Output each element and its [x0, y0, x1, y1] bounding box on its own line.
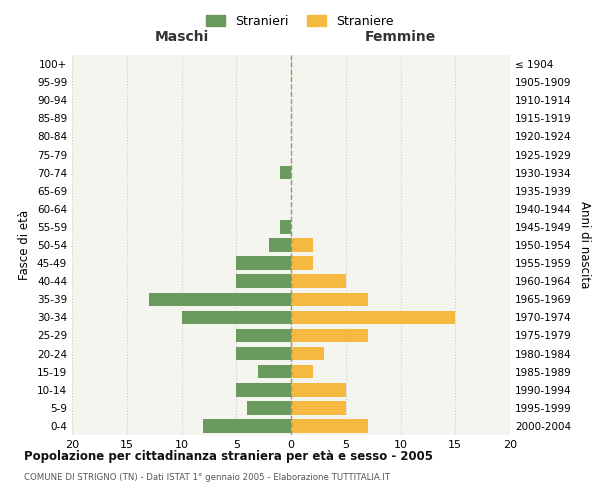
- Bar: [291, 238, 313, 252]
- Bar: [291, 328, 368, 342]
- Text: Maschi: Maschi: [154, 30, 209, 44]
- Y-axis label: Anni di nascita: Anni di nascita: [578, 202, 591, 288]
- Bar: [247, 401, 291, 414]
- Text: COMUNE DI STRIGNO (TN) - Dati ISTAT 1° gennaio 2005 - Elaborazione TUTTITALIA.IT: COMUNE DI STRIGNO (TN) - Dati ISTAT 1° g…: [24, 472, 390, 482]
- Bar: [203, 419, 291, 432]
- Bar: [280, 220, 291, 234]
- Bar: [291, 292, 368, 306]
- Bar: [236, 383, 291, 396]
- Bar: [291, 401, 346, 414]
- Bar: [236, 347, 291, 360]
- Text: Popolazione per cittadinanza straniera per età e sesso - 2005: Popolazione per cittadinanza straniera p…: [24, 450, 433, 463]
- Bar: [291, 419, 368, 432]
- Bar: [258, 365, 291, 378]
- Bar: [291, 310, 455, 324]
- Bar: [236, 256, 291, 270]
- Bar: [291, 365, 313, 378]
- Bar: [149, 292, 291, 306]
- Bar: [269, 238, 291, 252]
- Bar: [236, 274, 291, 288]
- Legend: Stranieri, Straniere: Stranieri, Straniere: [200, 8, 400, 34]
- Bar: [181, 310, 291, 324]
- Bar: [291, 347, 324, 360]
- Bar: [280, 166, 291, 179]
- Bar: [291, 256, 313, 270]
- Bar: [291, 383, 346, 396]
- Text: Femmine: Femmine: [365, 30, 436, 44]
- Bar: [291, 274, 346, 288]
- Y-axis label: Fasce di età: Fasce di età: [19, 210, 31, 280]
- Bar: [236, 328, 291, 342]
